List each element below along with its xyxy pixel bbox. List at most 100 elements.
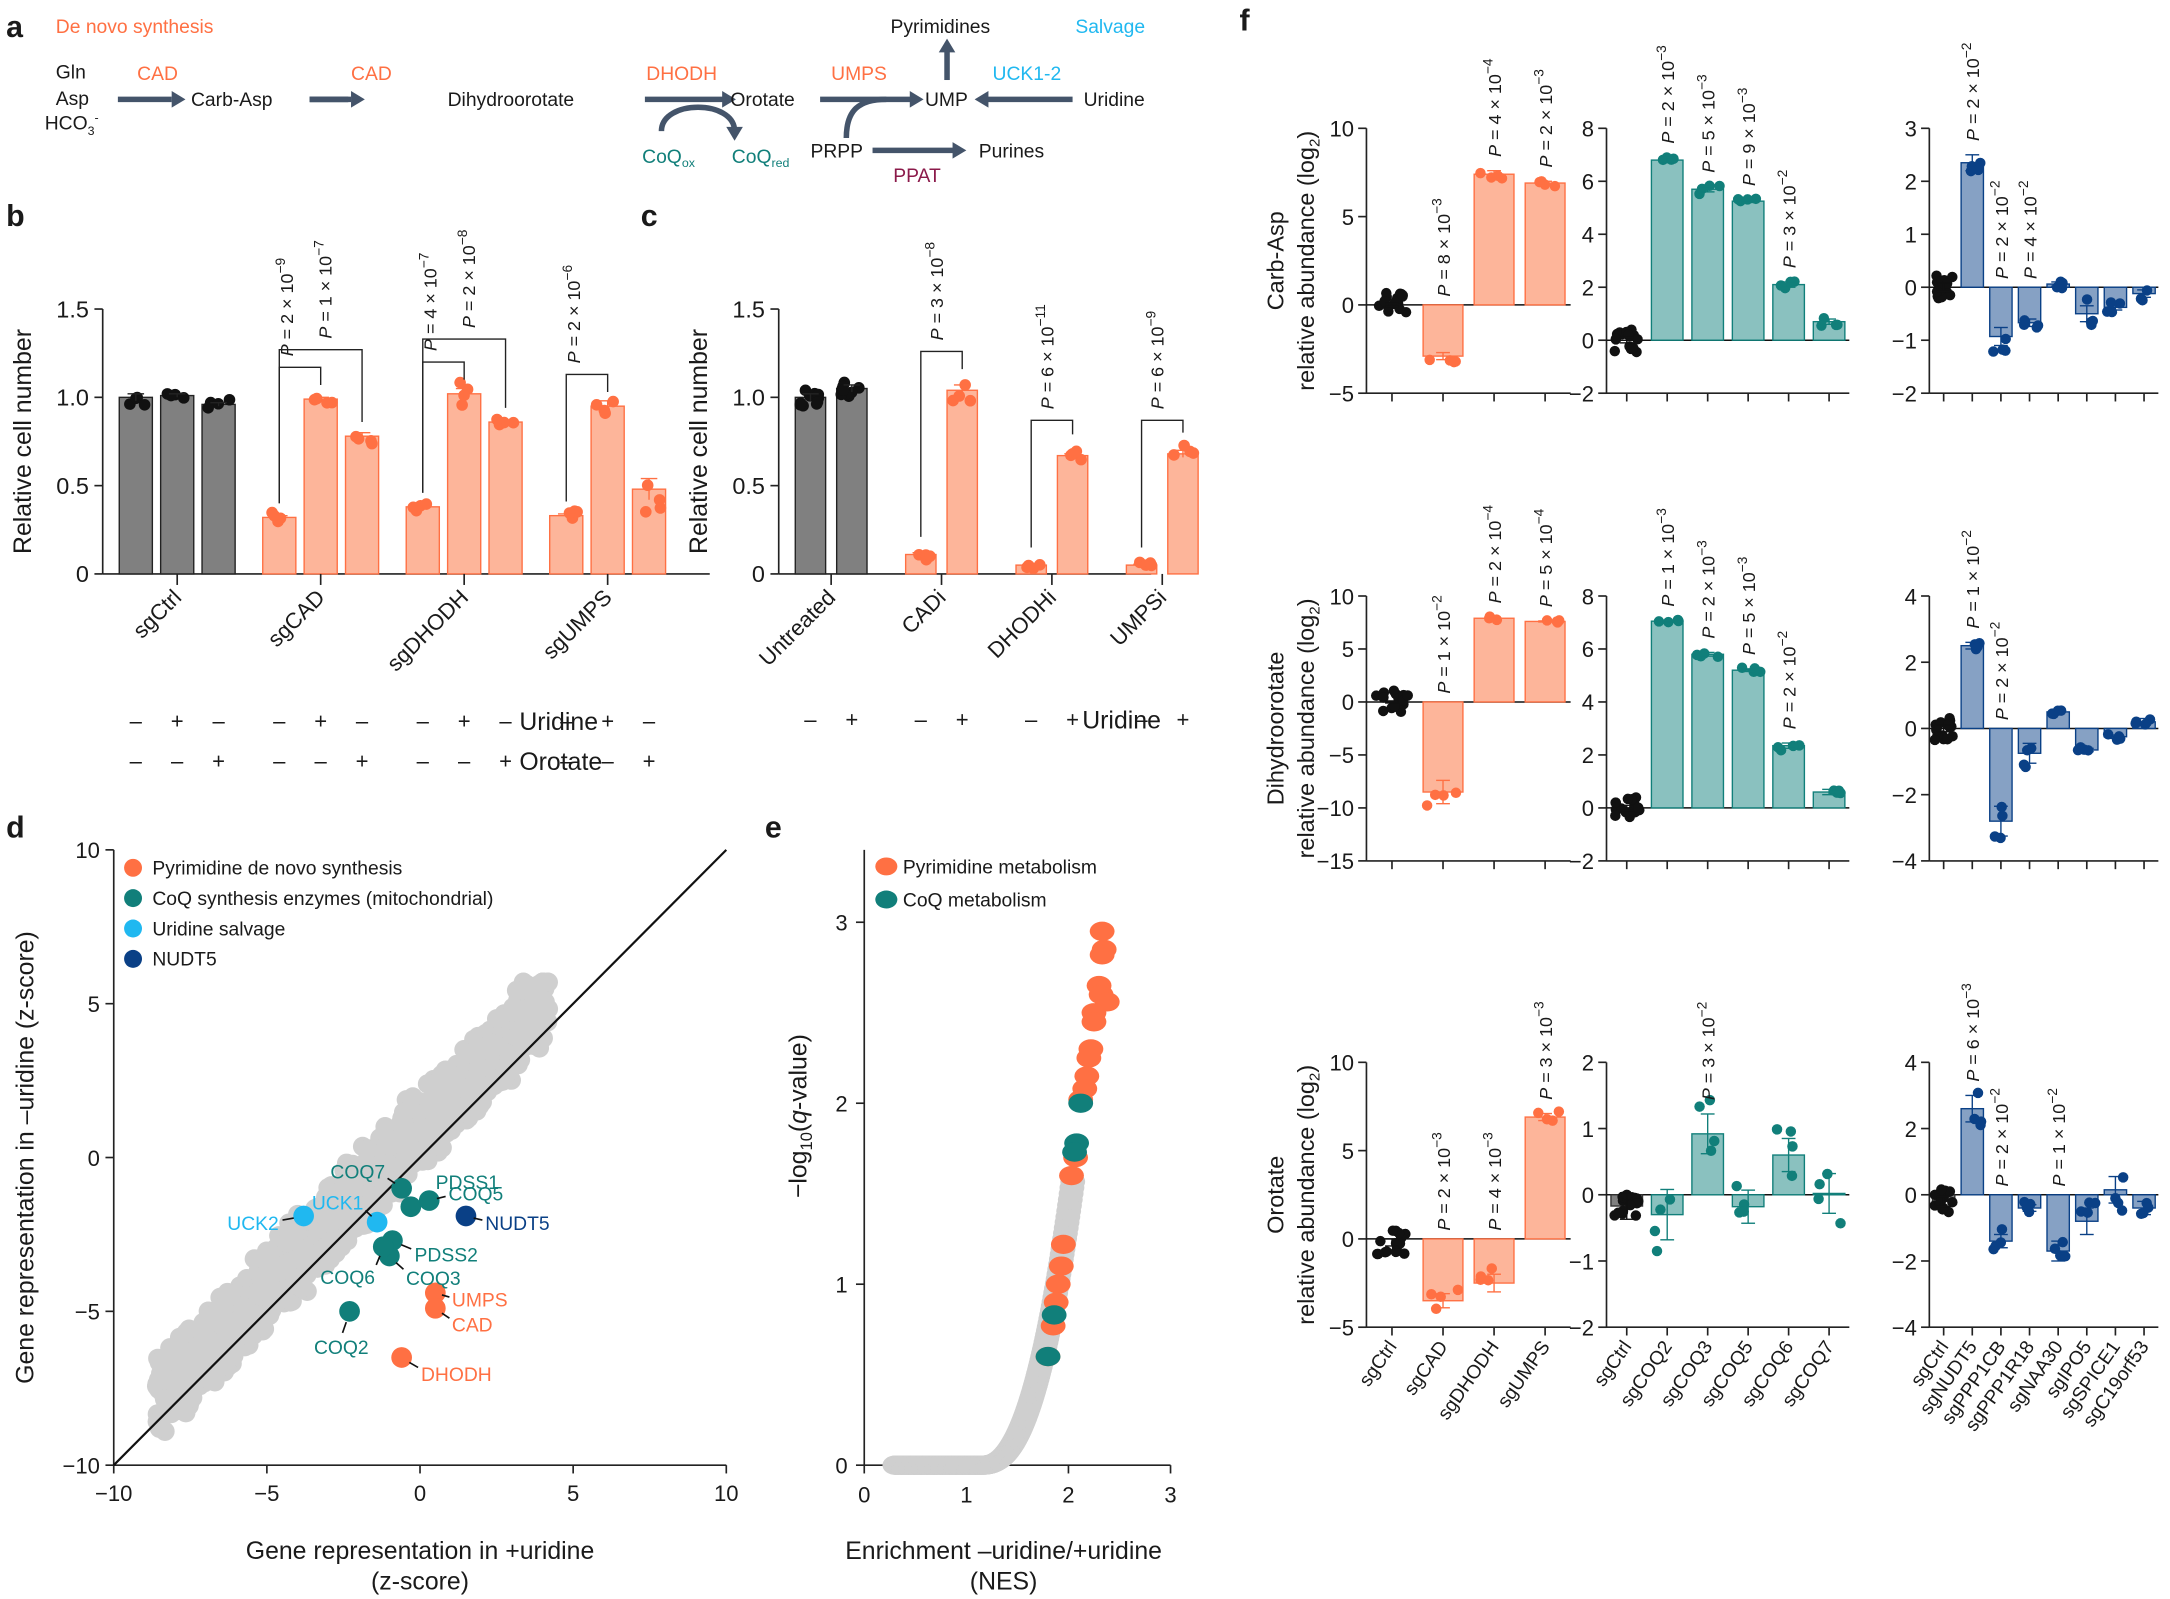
data-point [365, 435, 377, 447]
gene-point [271, 1261, 291, 1281]
label-leader [395, 1261, 405, 1270]
arrowhead-icon [974, 91, 989, 108]
bar [1691, 653, 1725, 809]
x-tick-label: UMPSi [1105, 585, 1171, 651]
p-value-label: P = 1 × 10−2 [2045, 1088, 2069, 1186]
data-point [1709, 1135, 1720, 1147]
data-point [1378, 692, 1389, 703]
data-point [1833, 785, 1845, 797]
panel-b-chart: 0 0.5 1.0 1.5 Relative cell number sgCtrl sgCA… [10, 229, 710, 776]
significance-bracket [1140, 419, 1184, 548]
data-point [1375, 1235, 1386, 1247]
y-tick-label: −5 [1329, 1315, 1354, 1340]
pyrimidine-pathway-point [1076, 1048, 1102, 1068]
gene-point [206, 1303, 226, 1323]
condition-sign: – [643, 708, 656, 733]
data-point [2117, 1172, 2129, 1183]
p-value-label: P = 6 × 10−9 [1143, 310, 1167, 409]
data-point [2019, 315, 2030, 326]
gene-point [480, 1058, 500, 1078]
metabolite-uridine: Uridine [1084, 90, 1145, 111]
data-point [1397, 290, 1408, 301]
bar [344, 435, 380, 575]
gene-point [254, 1319, 275, 1339]
gene-point [374, 1186, 394, 1206]
data-point [1750, 193, 1762, 205]
y-tick-label: 0 [1342, 293, 1354, 318]
condition-sign: + [643, 748, 656, 773]
data-point [794, 398, 807, 411]
metabolite-ump: UMP [925, 90, 968, 111]
data-point [2081, 294, 2093, 305]
data-point [1947, 1196, 1958, 1208]
label-leader [441, 1312, 450, 1319]
legend-label: NUDT5 [152, 950, 216, 971]
data-point [1694, 1101, 1705, 1112]
data-point [491, 413, 503, 426]
bar [1650, 159, 1684, 341]
gene-point [372, 1170, 392, 1191]
y-tick-label: −5 [1329, 743, 1354, 768]
x-tick-label: 0 [414, 1481, 426, 1506]
enzyme-cad-1: CAD [137, 64, 178, 85]
x-tick-label: 3 [1164, 1482, 1176, 1507]
gene-label: COQ2 [314, 1338, 369, 1359]
p-value-label: P = 1 × 10−3 [1654, 508, 1678, 607]
legend-label: Pyrimidine de novo synthesis [152, 859, 402, 880]
bar [835, 387, 868, 575]
data-point [1178, 439, 1190, 452]
condition-sign: – [1135, 707, 1148, 732]
bar [1960, 162, 1985, 288]
bar [1524, 182, 1566, 306]
data-point [1379, 295, 1390, 307]
y-axis-label: Gene representation in –uridine (z-score… [13, 931, 40, 1384]
data-point [1623, 329, 1634, 341]
data-point [1704, 1094, 1716, 1106]
data-point [563, 507, 576, 519]
x-axis-label: Gene representation in +uridine [246, 1538, 595, 1565]
substrate-gln: Gln [56, 63, 86, 84]
bar [405, 506, 441, 575]
x-tick-label: CADi [896, 585, 950, 639]
arrowhead-icon [351, 91, 365, 108]
gene-point [495, 1057, 515, 1077]
data-point [1421, 800, 1433, 811]
data-point [1622, 793, 1634, 805]
bar [549, 514, 584, 575]
legend-label: Pyrimidine metabolism [903, 857, 1097, 878]
data-point [1424, 354, 1435, 366]
gene-point [193, 1335, 213, 1355]
data-point [1997, 344, 2008, 355]
p-value-label: P = 6 × 10−11 [1033, 304, 1057, 409]
gene-point [319, 1212, 340, 1233]
data-point [1551, 616, 1563, 627]
metabolite-orotate: Orotate [730, 90, 794, 111]
x-tick-label: 10 [714, 1481, 739, 1506]
y-tick-label: −2 [1892, 381, 1917, 406]
y-tick-label: 0 [835, 1453, 847, 1478]
data-point [1944, 1186, 1956, 1197]
bar [303, 398, 338, 575]
label-leader [408, 1361, 419, 1369]
legend-label: CoQ synthesis enzymes (mitochondrial) [152, 889, 493, 910]
gene-point [334, 1208, 355, 1229]
gene-label: PDSS2 [415, 1245, 478, 1266]
y-axis-label: −log10(q-value) [785, 1034, 816, 1198]
condition-sign: – [212, 708, 225, 733]
gene-point [201, 1366, 221, 1386]
salvage-label: Salvage [1075, 17, 1145, 38]
y-tick-label: 4 [1582, 223, 1594, 248]
gene-point [417, 1074, 438, 1094]
y-tick-label: 0 [1905, 717, 1917, 742]
gene-point [411, 1141, 432, 1161]
y-tick-label: 10 [1329, 1051, 1354, 1076]
gene-point [514, 999, 535, 1020]
condition-sign: + [1177, 707, 1190, 732]
x-tick-label: 5 [567, 1481, 579, 1506]
data-point [1388, 685, 1400, 696]
bar [1772, 283, 1806, 341]
condition-sign: – [315, 748, 328, 773]
condition-sign: – [417, 748, 430, 773]
label-leader [436, 1195, 446, 1200]
gene-point [342, 1154, 363, 1175]
